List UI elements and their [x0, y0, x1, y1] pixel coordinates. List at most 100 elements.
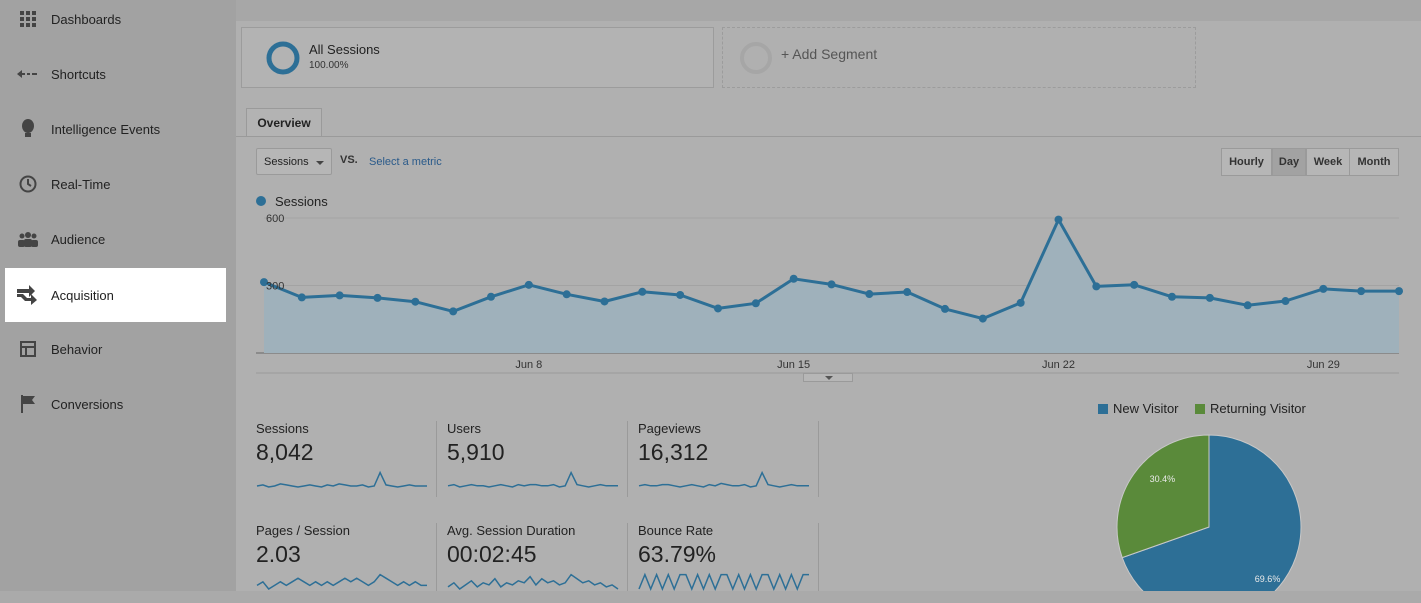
sessions-point[interactable] [1054, 215, 1063, 224]
sessions-point[interactable] [260, 278, 268, 287]
chevron-down-icon [825, 376, 833, 380]
pie-slice-label: 30.4% [1150, 474, 1176, 484]
sessions-point[interactable] [676, 290, 685, 299]
sidebar-item-intelligence-events[interactable]: Intelligence Events [5, 102, 226, 156]
sidebar-item-acquisition[interactable]: Acquisition [5, 268, 226, 322]
granularity-day-button[interactable]: Day [1272, 148, 1306, 176]
metric-sparkline [638, 470, 809, 488]
sessions-point[interactable] [941, 304, 949, 313]
sessions-point[interactable] [297, 293, 306, 302]
sessions-point[interactable] [1130, 280, 1139, 289]
metric-sparkline [447, 573, 619, 590]
metric-value: 5,910 [447, 439, 505, 465]
card-divider [818, 523, 819, 591]
sessions-point[interactable] [978, 314, 987, 323]
sessions-point[interactable] [1395, 287, 1403, 296]
sessions-point[interactable] [1016, 298, 1025, 307]
sessions-point[interactable] [335, 291, 344, 300]
visitor-pie-chart: 69.6% 30.4% [1116, 434, 1302, 591]
metric-value: 16,312 [638, 439, 709, 465]
granularity-hourly-button[interactable]: Hourly [1221, 148, 1272, 176]
pie-slice-returning-visitor[interactable] [1116, 434, 1210, 559]
sessions-point[interactable] [903, 288, 912, 297]
sessions-point[interactable] [600, 297, 609, 306]
sessions-point[interactable] [1281, 297, 1290, 306]
sidebar-item-label: Audience [51, 231, 106, 247]
metric-card-users[interactable]: Users 5,910 [447, 421, 629, 501]
sessions-point[interactable] [411, 297, 420, 306]
metric-card-pages-per-session[interactable]: Pages / Session 2.03 [256, 523, 438, 603]
legend-label: Returning Visitor [1210, 401, 1306, 416]
sessions-point[interactable] [562, 290, 571, 299]
people-icon [5, 231, 51, 247]
sessions-point[interactable] [373, 293, 382, 302]
shortcut-arrow-icon [5, 69, 51, 79]
sidebar-item-dashboards[interactable]: Dashboards [5, 0, 226, 46]
sessions-point[interactable] [524, 280, 533, 289]
metric-card-bounce-rate[interactable]: Bounce Rate 63.79% [638, 523, 820, 603]
add-segment-label: + Add Segment [781, 46, 878, 62]
sidebar-item-behavior[interactable]: Behavior [5, 322, 226, 376]
metric-sparkline [447, 470, 618, 488]
tab-overview[interactable]: Overview [246, 108, 322, 137]
sessions-point[interactable] [1243, 301, 1252, 310]
layout-icon [5, 341, 51, 357]
sessions-point[interactable] [1357, 287, 1366, 296]
sidebar-item-audience[interactable]: Audience [5, 212, 226, 266]
add-segment-button[interactable]: + Add Segment [722, 27, 1196, 88]
metric-card-pageviews[interactable]: Pageviews 16,312 [638, 421, 820, 501]
sidebar-item-label: Shortcuts [51, 66, 106, 82]
sessions-point[interactable] [789, 274, 798, 283]
grid-icon [5, 11, 51, 27]
segment-ring-icon [266, 41, 300, 75]
sessions-point[interactable] [714, 304, 722, 313]
sessions-line-chart: 600 300 Jun 8 Jun 15 Jun 22 Jun 29 [256, 213, 1403, 374]
metric-name: Avg. Session Duration [447, 523, 576, 538]
flag-icon [5, 395, 51, 413]
metric-card-sessions[interactable]: Sessions 8,042 [256, 421, 438, 501]
metric-value: 00:02:45 [447, 541, 537, 567]
sidebar-item-real-time[interactable]: Real-Time [5, 157, 226, 211]
pie-legend-returning-visitor: Returning Visitor [1195, 401, 1306, 416]
sidebar-item-shortcuts[interactable]: Shortcuts [5, 47, 226, 101]
pie-slice-label: 69.6% [1255, 574, 1281, 584]
sidebar-item-label: Intelligence Events [51, 121, 161, 137]
metric-name: Pageviews [638, 421, 701, 436]
sidebar-item-label: Acquisition [51, 287, 114, 303]
select-metric-link[interactable]: Select a metric [369, 156, 442, 168]
sessions-point[interactable] [1092, 282, 1101, 291]
chart-collapse-toggle[interactable] [803, 373, 853, 382]
sessions-point[interactable] [1168, 292, 1176, 301]
granularity-week-button[interactable]: Week [1306, 148, 1350, 176]
y-tick-label: 600 [266, 213, 284, 225]
card-divider [818, 421, 819, 497]
pie-slice-new-visitor[interactable] [1121, 434, 1302, 591]
metric-dropdown[interactable]: Sessions [256, 148, 332, 175]
sidebar-item-label: Real-Time [51, 176, 111, 192]
metric-dropdown-value: Sessions [264, 155, 309, 168]
legend-swatch [1195, 403, 1205, 414]
sessions-legend-label: Sessions [275, 194, 328, 209]
tab-divider [236, 136, 1421, 137]
clock-icon [5, 175, 51, 193]
sessions-point[interactable] [827, 280, 836, 289]
sessions-point[interactable] [751, 299, 760, 308]
sessions-point[interactable] [1319, 284, 1328, 293]
sessions-point[interactable] [638, 287, 647, 296]
sparkline-path [638, 470, 809, 488]
legend-swatch [1098, 403, 1108, 414]
metric-sparkline [256, 573, 427, 590]
metric-name: Sessions [256, 421, 309, 436]
sparkline-path [256, 470, 427, 488]
granularity-month-button[interactable]: Month [1349, 148, 1399, 176]
sparkline-path [638, 572, 809, 591]
metric-card-avg-session-duration[interactable]: Avg. Session Duration 00:02:45 [447, 523, 629, 603]
sidebar: Dashboards Shortcuts Intelligence Events… [0, 0, 236, 591]
segment-all-sessions[interactable]: All Sessions 100.00% [241, 27, 714, 88]
acquisition-arrows-icon [5, 284, 51, 306]
sessions-point[interactable] [1205, 293, 1214, 302]
sessions-point[interactable] [865, 290, 874, 299]
sessions-point[interactable] [487, 292, 495, 301]
sessions-point[interactable] [449, 307, 458, 316]
sidebar-item-conversions[interactable]: Conversions [5, 377, 226, 431]
